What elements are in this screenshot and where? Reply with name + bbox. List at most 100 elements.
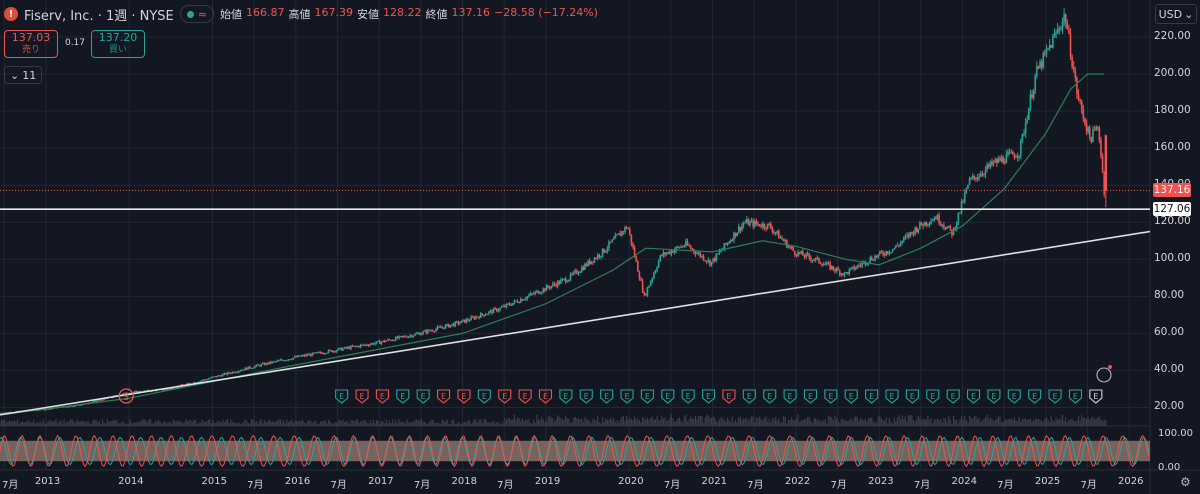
- volume-bar: [938, 419, 940, 426]
- candle-body: [885, 251, 888, 256]
- earnings-event-icon: [946, 389, 960, 404]
- candle-body: [2, 413, 5, 415]
- volume-bar: [36, 421, 38, 426]
- volume-bar: [217, 420, 219, 426]
- volume-bar: [105, 423, 107, 426]
- volume-bar: [827, 415, 830, 426]
- candle-body: [899, 242, 902, 246]
- earnings-event-label: E: [523, 392, 528, 401]
- volume-bar: [951, 423, 953, 426]
- volume-bar: [872, 421, 874, 426]
- volume-bar: [563, 419, 565, 426]
- volume-bar: [52, 421, 54, 426]
- volume-bar: [238, 422, 240, 426]
- volume-bar: [196, 423, 198, 426]
- high-value: 167.39: [314, 6, 354, 19]
- volume-bar: [1092, 416, 1094, 426]
- volume-bar: [111, 420, 113, 426]
- symbol-header[interactable]: ! Fiserv, Inc. · 1週 · NYSE ≈ 始値 166.87 高値…: [4, 4, 598, 24]
- volume-bar: [332, 423, 334, 426]
- volume-bar: [715, 421, 717, 426]
- volume-bar: [289, 421, 291, 426]
- volume-bar: [585, 419, 588, 426]
- candle-body: [262, 363, 264, 365]
- candle-body: [242, 369, 245, 371]
- volume-bar: [895, 421, 897, 426]
- candle-body: [649, 281, 652, 286]
- settings-gear-icon[interactable]: ⚙: [1180, 475, 1191, 489]
- candle-body: [856, 265, 859, 268]
- volume-bar: [959, 419, 961, 426]
- candle-body: [523, 299, 525, 301]
- candle-body: [298, 355, 301, 357]
- volume-bar: [1057, 419, 1059, 426]
- candle-body: [829, 262, 831, 270]
- candle-body: [260, 364, 263, 367]
- volume-bar: [497, 423, 499, 426]
- candle-body: [446, 324, 448, 326]
- sell-button[interactable]: 137.03 売り: [4, 30, 58, 58]
- candle-body: [688, 245, 690, 247]
- buy-button[interactable]: 137.20 買い: [91, 30, 145, 58]
- candle-body: [874, 256, 876, 261]
- volume-bar: [401, 422, 403, 426]
- split-event-icon: [118, 388, 134, 404]
- candle-body: [367, 345, 370, 347]
- candle-body: [970, 178, 972, 180]
- time-axis-label: 2022: [784, 476, 811, 487]
- volume-bar: [946, 421, 948, 426]
- alert-icon: !: [4, 7, 18, 21]
- volume-bar: [775, 416, 777, 426]
- volume-bar: [327, 419, 330, 426]
- candle-body: [960, 201, 963, 213]
- candle-body: [651, 278, 654, 282]
- symbol-title[interactable]: Fiserv, Inc. · 1週 · NYSE: [24, 8, 174, 24]
- volume-bar: [892, 423, 894, 426]
- earnings-event-icon: [722, 389, 736, 404]
- volume-bar: [845, 419, 847, 426]
- volume-bar: [255, 421, 258, 426]
- volume-bar: [1074, 421, 1076, 426]
- candle-body: [571, 273, 573, 275]
- candle-body: [93, 400, 96, 402]
- volume-bar: [150, 419, 152, 426]
- candle-body: [696, 253, 698, 255]
- volume-bar: [71, 419, 73, 426]
- candle-body: [712, 258, 714, 262]
- volume-bar: [252, 419, 254, 426]
- volume-bar: [739, 416, 741, 426]
- volume-bar: [44, 423, 46, 426]
- volume-bar: [55, 419, 57, 426]
- market-status-pill[interactable]: ≈: [179, 5, 214, 23]
- volume-bar: [396, 423, 399, 426]
- volume-bar: [190, 419, 192, 426]
- volume-bar: [994, 420, 996, 426]
- volume-bar: [1071, 418, 1073, 426]
- earnings-event-icon: [742, 389, 756, 404]
- volume-bar: [648, 419, 650, 426]
- volume-bar: [924, 419, 926, 426]
- volume-bar: [489, 422, 491, 426]
- currency-select[interactable]: USD ⌄: [1155, 4, 1197, 24]
- candle-body: [499, 307, 501, 311]
- volume-bar: [1044, 418, 1046, 426]
- volume-bar: [1076, 420, 1078, 426]
- candle-body: [1039, 61, 1041, 69]
- volume-bar: [74, 422, 76, 426]
- earnings-event-icon: [416, 389, 430, 404]
- volume-bar: [560, 418, 562, 426]
- volume-bar: [134, 422, 136, 426]
- chevron-down-icon: ⌄: [1184, 7, 1194, 21]
- volume-bar: [948, 416, 950, 426]
- candle-body: [398, 336, 400, 339]
- volume-bar: [646, 417, 649, 426]
- candle-body: [318, 351, 320, 353]
- candle-body: [850, 267, 852, 270]
- candle-body: [614, 235, 617, 239]
- volume-bar: [781, 422, 783, 426]
- candle-body: [842, 273, 844, 276]
- indicators-toggle[interactable]: ⌄ 11: [4, 66, 43, 84]
- candle-body: [1055, 32, 1057, 34]
